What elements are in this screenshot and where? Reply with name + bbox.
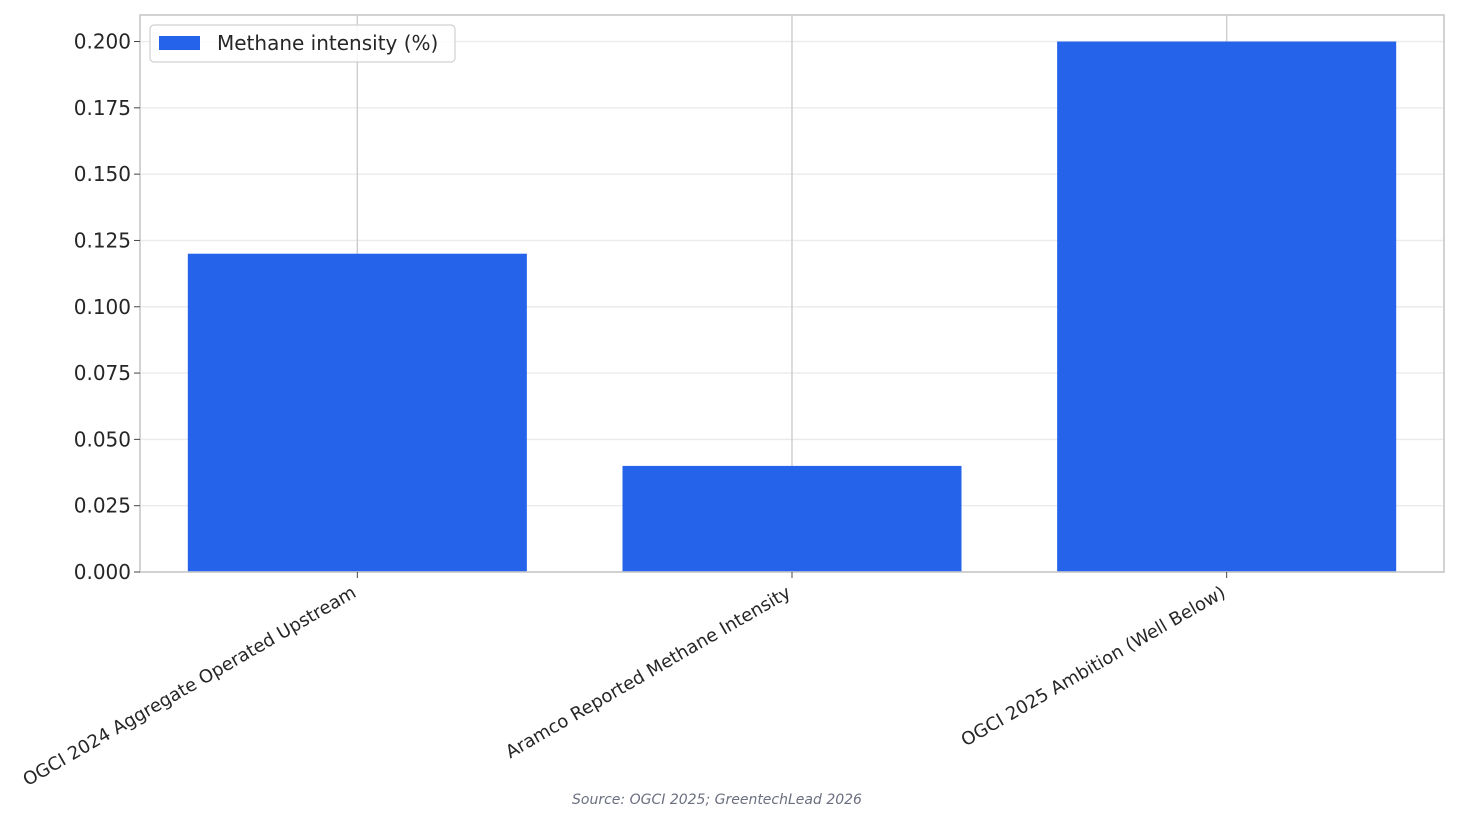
source-caption: Source: OGCI 2025; GreentechLead 2026: [572, 792, 862, 808]
x-axis-ticks: OGCI 2024 Aggregate Operated Upstream Ara…: [19, 572, 1229, 791]
legend: Methane intensity (%): [149, 24, 456, 63]
y-tick-label: 0.125: [74, 228, 131, 252]
y-tick-label: 0.000: [74, 560, 131, 584]
y-axis-ticks: 0.000 0.025 0.050 0.075 0.100 0.125 0.150 0.175…: [74, 30, 140, 584]
legend-swatch: [159, 36, 200, 50]
bar: [622, 465, 962, 572]
y-tick-label: 0.100: [74, 295, 131, 319]
bars: [187, 41, 1397, 573]
y-tick-label: 0.025: [74, 494, 131, 518]
x-tick-label: Aramco Reported Methane Intensity: [502, 582, 795, 763]
y-tick-label: 0.050: [74, 427, 131, 451]
y-tick-label: 0.150: [74, 162, 131, 186]
bar: [187, 253, 527, 572]
x-tick-label: OGCI 2024 Aggregate Operated Upstream: [19, 582, 359, 791]
bar: [1057, 41, 1397, 573]
x-tick-label: OGCI 2025 Ambition (Well Below): [958, 582, 1230, 751]
y-tick-label: 0.075: [74, 361, 131, 385]
y-tick-label: 0.200: [74, 30, 131, 54]
legend-label: Methane intensity (%): [217, 31, 438, 55]
legend-box: [149, 24, 456, 63]
y-tick-label: 0.175: [74, 96, 131, 120]
